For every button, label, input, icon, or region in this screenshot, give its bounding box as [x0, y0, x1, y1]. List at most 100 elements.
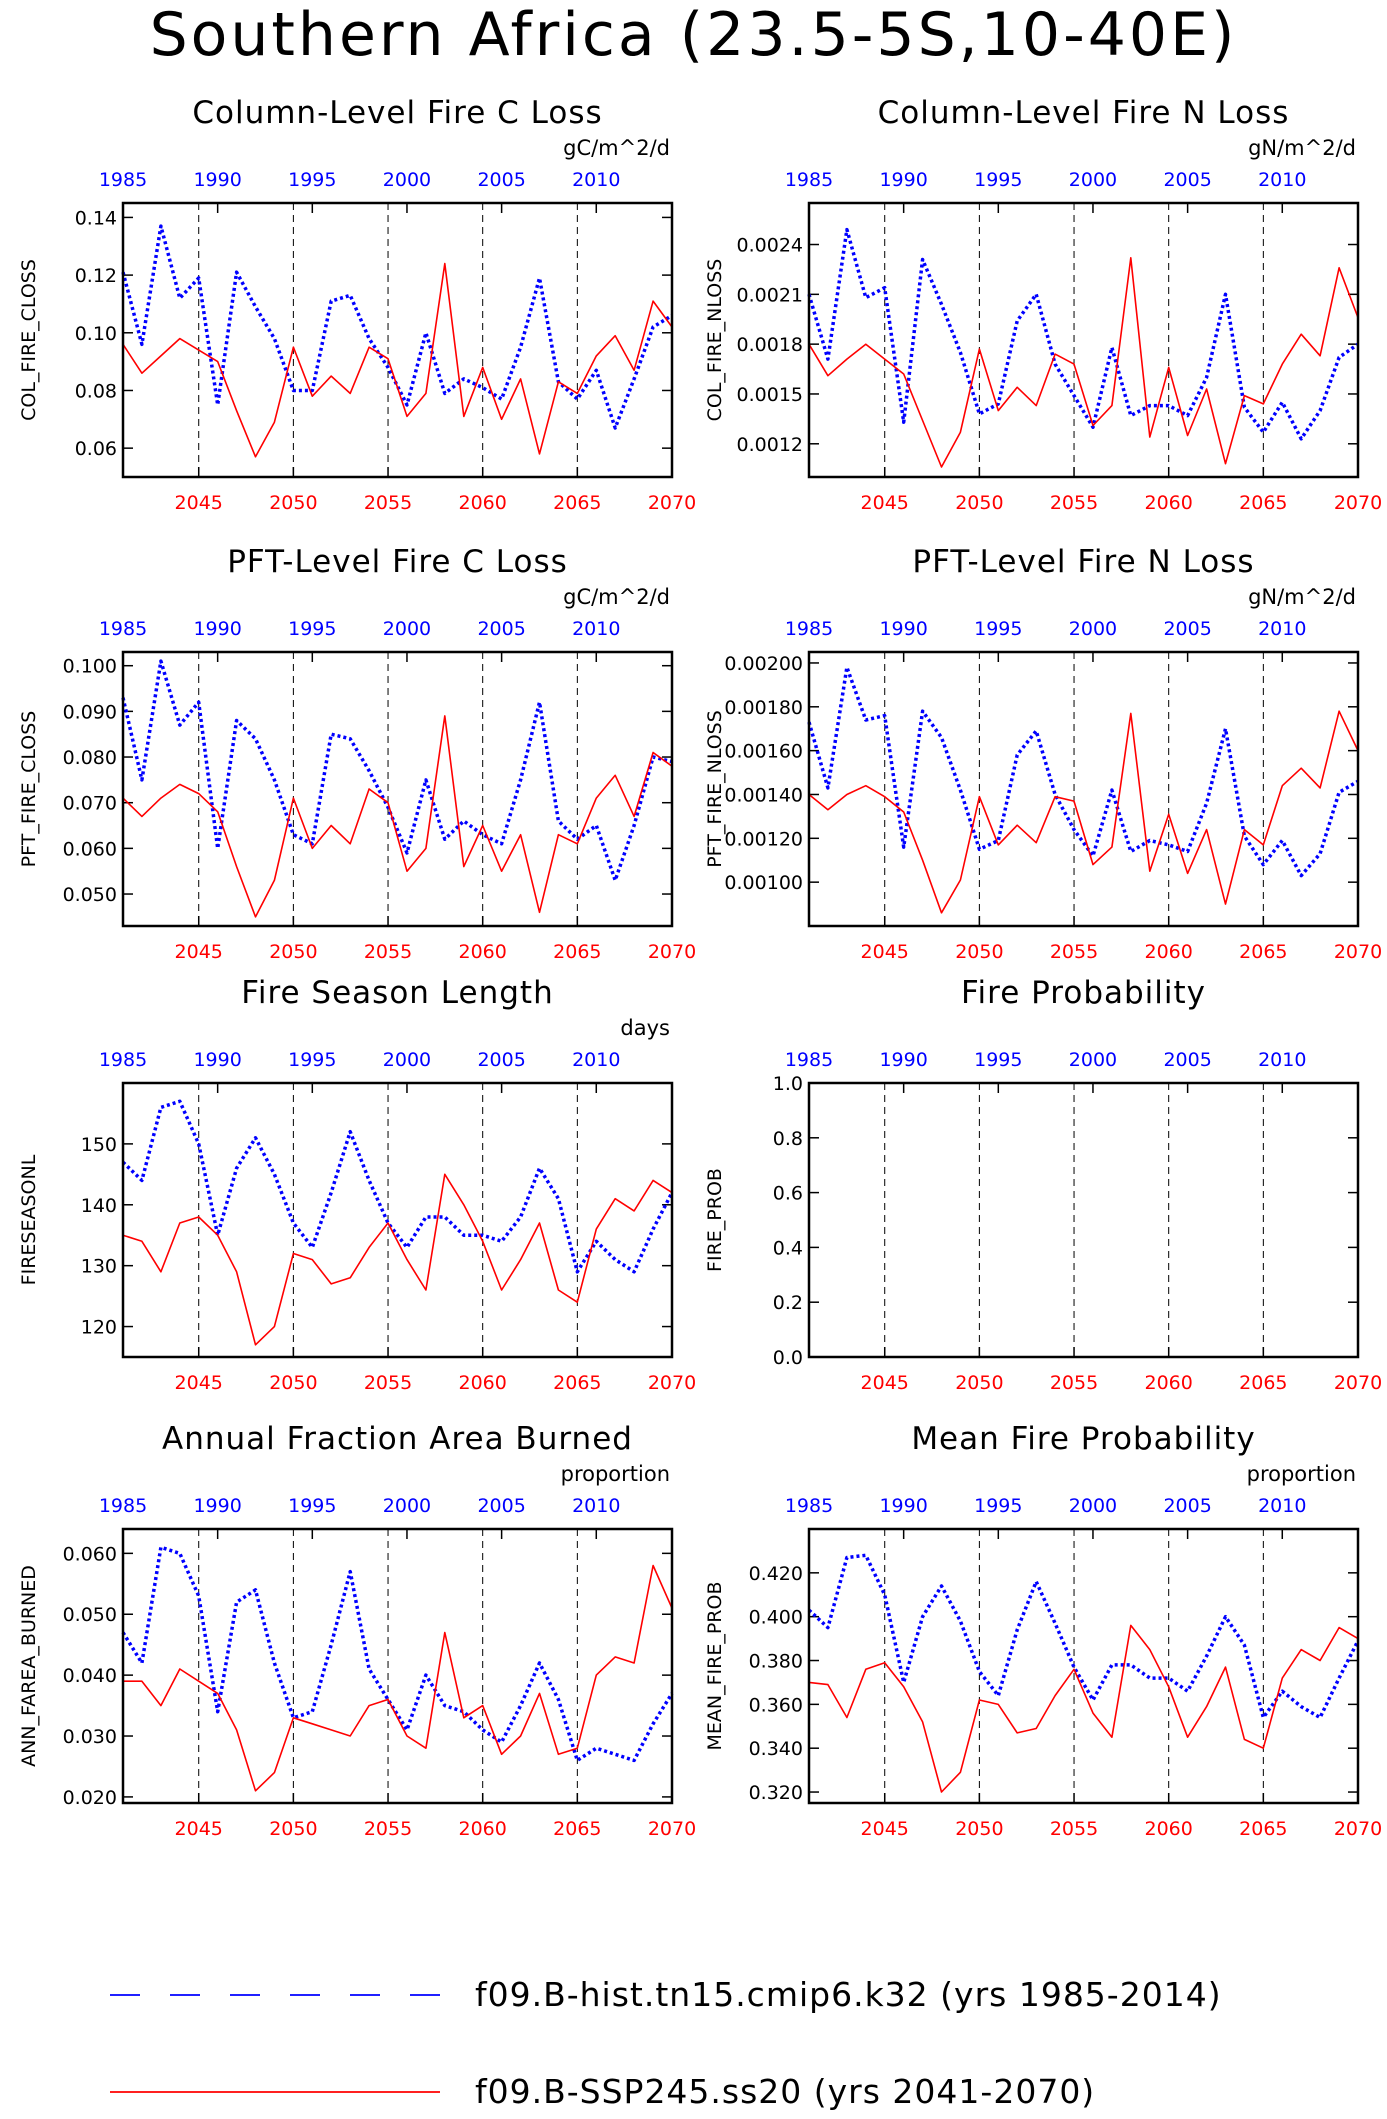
fireseasonl-top-tick-label: 2010	[572, 1049, 620, 1071]
ann-farea-burned-bottom-tick-label: 2055	[364, 1818, 412, 1840]
ann-farea-burned-top-tick-label: 1985	[99, 1495, 147, 1517]
mean-fire-prob-top-tick-label: 2010	[1258, 1495, 1306, 1517]
col-fire-closs-frame	[121, 201, 674, 479]
mean-fire-prob-bottom-tick-label: 2045	[861, 1818, 909, 1840]
mean-fire-prob-bottom-tick-label: 2050	[955, 1818, 1003, 1840]
fireseasonl-bottom-tick-label: 2050	[269, 1372, 317, 1394]
col-fire-closs-top-tick-label: 1985	[99, 169, 147, 191]
fireseasonl-hist-series	[121, 1099, 674, 1274]
pft-fire-closs-top-tick-label: 1985	[99, 618, 147, 640]
mean-fire-prob-hist-series	[807, 1553, 1360, 1720]
pft-fire-closs-ytick-label: 0.090	[63, 701, 117, 723]
col-fire-closs-top-tick-label: 2000	[383, 169, 431, 191]
mean-fire-prob-bottom-tick-label: 2065	[1239, 1818, 1287, 1840]
col-fire-closs-ytick-label: 0.06	[75, 438, 117, 460]
col-fire-nloss-title: Column-Level Fire N Loss	[878, 95, 1290, 131]
pft-fire-closs-ylabel: PFT_FIRE_CLOSS	[18, 711, 40, 868]
fire-prob-bottom-tick-label: 2065	[1239, 1372, 1287, 1394]
ann-farea-burned-ytick-label: 0.060	[63, 1543, 117, 1565]
col-fire-closs-ylabel: COL_FIRE_CLOSS	[18, 259, 40, 421]
fire-prob-top-tick-label: 2000	[1069, 1049, 1117, 1071]
col-fire-nloss-frame	[807, 201, 1360, 479]
ann-farea-burned-bottom-tick-label: 2050	[269, 1818, 317, 1840]
pft-fire-closs-bottom-tick-label: 2055	[364, 941, 412, 963]
pft-fire-nloss-bottom-tick-label: 2060	[1145, 941, 1193, 963]
mean-fire-prob-top-tick-label: 2005	[1163, 1495, 1211, 1517]
mean-fire-prob-top-tick-label: 1985	[785, 1495, 833, 1517]
fire-prob-ytick-label: 0.8	[773, 1128, 803, 1150]
fireseasonl-top-tick-label: 1990	[193, 1049, 241, 1071]
mean-fire-prob-ytick-label: 0.320	[749, 1782, 803, 1804]
pft-fire-nloss-ytick-label: 0.00140	[724, 784, 803, 806]
ann-farea-burned-ytick-label: 0.040	[63, 1665, 117, 1687]
page-title: Southern Africa (23.5-5S,10-40E)	[149, 0, 1238, 70]
pft-fire-nloss-top-tick-label: 2000	[1069, 618, 1117, 640]
pft-fire-closs-bottom-tick-label: 2045	[175, 941, 223, 963]
col-fire-nloss-bottom-tick-label: 2065	[1239, 492, 1287, 514]
col-fire-closs-top-tick-label: 1995	[288, 169, 336, 191]
col-fire-closs-ssp-series	[122, 262, 673, 458]
ann-farea-burned-top-tick-label: 1990	[193, 1495, 241, 1517]
pft-fire-closs-ssp-series	[122, 715, 673, 918]
ann-farea-burned-units: proportion	[561, 1462, 670, 1486]
fireseasonl-title: Fire Season Length	[241, 975, 553, 1011]
ann-farea-burned-top-tick-label: 2000	[383, 1495, 431, 1517]
fire-prob-frame	[807, 1081, 1360, 1359]
ann-farea-burned-bottom-tick-label: 2045	[175, 1818, 223, 1840]
pft-fire-nloss-hist-series	[807, 665, 1359, 878]
pft-fire-closs-top-tick-label: 1990	[193, 618, 241, 640]
pft-fire-nloss-ytick-label: 0.00120	[724, 828, 803, 850]
legend-hist-label: f09.B-hist.tn15.cmip6.k32 (yrs 1985-2014…	[475, 1975, 1222, 2014]
col-fire-closs-title: Column-Level Fire C Loss	[192, 95, 602, 131]
pft-fire-nloss-ytick-label: 0.00200	[724, 653, 803, 675]
pft-fire-closs-ytick-label: 0.070	[63, 793, 117, 815]
col-fire-nloss-ytick-label: 0.0015	[737, 384, 803, 406]
pft-fire-closs-ytick-label: 0.050	[63, 884, 117, 906]
pft-fire-closs-units: gC/m^2/d	[563, 585, 670, 609]
fireseasonl-ytick-label: 140	[81, 1195, 117, 1217]
pft-fire-nloss-ytick-label: 0.00100	[724, 872, 803, 894]
pft-fire-nloss-frame	[807, 650, 1360, 928]
fireseasonl-frame	[121, 1081, 674, 1359]
fire-prob-bottom-tick-label: 2060	[1145, 1372, 1193, 1394]
mean-fire-prob-top-tick-label: 1990	[879, 1495, 927, 1517]
pft-fire-nloss-bottom-tick-label: 2045	[861, 941, 909, 963]
col-fire-closs-top-tick-label: 1990	[193, 169, 241, 191]
pft-fire-closs-hist-series	[121, 659, 673, 883]
ann-farea-burned-ylabel: ANN_FAREA_BURNED	[18, 1565, 40, 1767]
col-fire-closs-bottom-tick-label: 2065	[553, 492, 601, 514]
col-fire-closs-ytick-label: 0.12	[75, 265, 117, 287]
col-fire-nloss-hist-series	[807, 227, 1360, 441]
col-fire-nloss-bottom-tick-label: 2045	[861, 492, 909, 514]
ann-farea-burned-top-tick-label: 1995	[288, 1495, 336, 1517]
pft-fire-closs-title: PFT-Level Fire C Loss	[227, 544, 568, 580]
ann-farea-burned-bottom-tick-label: 2060	[459, 1818, 507, 1840]
col-fire-nloss-top-tick-label: 1995	[974, 169, 1022, 191]
ann-farea-burned-top-tick-label: 2005	[477, 1495, 525, 1517]
col-fire-closs-top-tick-label: 2005	[477, 169, 525, 191]
pft-fire-nloss-top-tick-label: 1985	[785, 618, 833, 640]
pft-fire-closs-ytick-label: 0.080	[63, 747, 117, 769]
mean-fire-prob-bottom-tick-label: 2060	[1145, 1818, 1193, 1840]
pft-fire-nloss-top-tick-label: 1990	[879, 618, 927, 640]
fire-prob-ytick-label: 0.0	[773, 1347, 803, 1369]
fire-prob-ytick-label: 0.2	[773, 1292, 803, 1314]
fire-prob-top-tick-label: 1985	[785, 1049, 833, 1071]
fire-prob-top-tick-label: 2010	[1258, 1049, 1306, 1071]
fireseasonl-top-tick-label: 1995	[288, 1049, 336, 1071]
fireseasonl-ytick-label: 120	[81, 1317, 117, 1339]
col-fire-closs-bottom-tick-label: 2070	[648, 492, 696, 514]
pft-fire-closs-top-tick-label: 2005	[477, 618, 525, 640]
mean-fire-prob-bottom-tick-label: 2055	[1050, 1818, 1098, 1840]
fireseasonl-ssp-series	[122, 1173, 673, 1346]
col-fire-closs-top-tick-label: 2010	[572, 169, 620, 191]
fireseasonl-top-tick-label: 1985	[99, 1049, 147, 1071]
mean-fire-prob-ytick-label: 0.340	[749, 1738, 803, 1760]
col-fire-closs-bottom-tick-label: 2055	[364, 492, 412, 514]
fireseasonl-bottom-tick-label: 2060	[459, 1372, 507, 1394]
ann-farea-burned-title: Annual Fraction Area Burned	[162, 1421, 633, 1457]
pft-fire-nloss-ytick-label: 0.00160	[724, 741, 803, 763]
fire-prob-bottom-tick-label: 2050	[955, 1372, 1003, 1394]
ann-farea-burned-ytick-label: 0.030	[63, 1726, 117, 1748]
pft-fire-nloss-top-tick-label: 1995	[974, 618, 1022, 640]
